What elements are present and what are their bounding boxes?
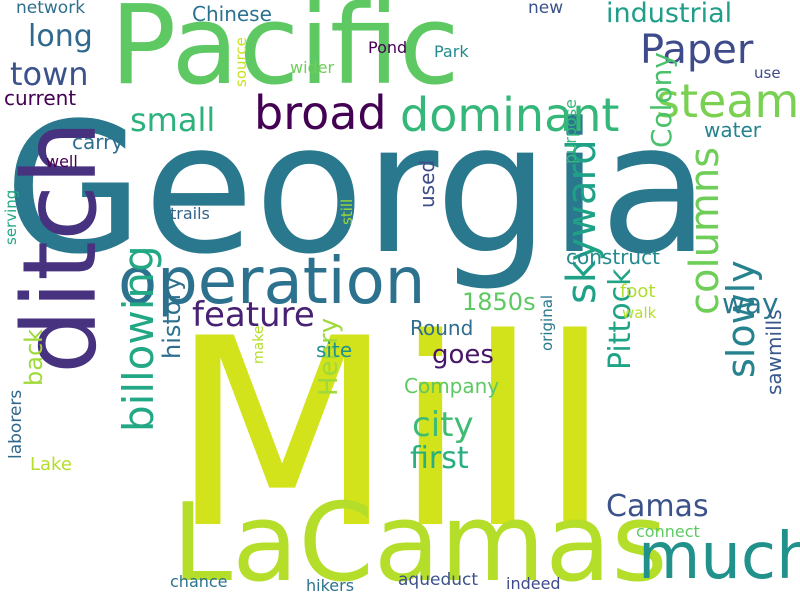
word-used: used (415, 159, 439, 208)
word-small: small (130, 101, 216, 139)
word-aqueduct: aqueduct (398, 570, 479, 590)
word-source: source (232, 37, 250, 87)
word-feature: feature (192, 295, 315, 335)
word-much: much (638, 520, 800, 594)
word-lake: Lake (30, 454, 72, 475)
word-round: Round (410, 316, 474, 340)
word-paper: Paper (640, 27, 754, 73)
word-indeed: indeed (506, 574, 561, 593)
word-park: Park (434, 42, 469, 61)
word-way: way (722, 287, 779, 320)
word-connect: connect (636, 522, 700, 541)
word-current: current (4, 86, 77, 110)
word-town: town (10, 55, 89, 93)
word-chinese: Chinese (192, 2, 272, 26)
word-back: back (20, 328, 48, 386)
word-walk: walk (622, 304, 657, 322)
word-georgia: Georgia (4, 85, 710, 294)
word-pacific: Pacific (110, 0, 460, 109)
word-wider: wider (290, 58, 335, 77)
word-steam: steam (656, 74, 800, 128)
word-dominant: dominant (400, 88, 620, 142)
word-sawmills: sawmills (762, 309, 786, 395)
word-colony: Colony (645, 52, 678, 148)
word-laborers: laborers (6, 389, 26, 459)
word-mill: Mill (170, 284, 612, 586)
word-billowing: billowing (114, 245, 163, 432)
word-foot: foot (620, 281, 656, 302)
word-company: Company (404, 374, 500, 398)
word-lacamas: LaCamas (172, 481, 668, 600)
word-site: site (316, 338, 353, 362)
word-original: original (538, 294, 556, 351)
word-1850s: 1850s (462, 288, 536, 316)
word-chance: chance (170, 572, 228, 591)
word-long: long (28, 19, 93, 54)
word-goes: goes (432, 340, 494, 370)
word-broad: broad (254, 86, 387, 140)
word-city: city (412, 405, 474, 445)
word-first: first (410, 441, 469, 476)
word-new: new (528, 0, 564, 18)
word-skyward: skyward (559, 139, 605, 304)
word-industrial: industrial (606, 0, 733, 29)
word-still: still (338, 198, 356, 225)
word-hikers: hikers (306, 576, 355, 595)
word-make: make (251, 325, 267, 364)
word-use: use (754, 64, 781, 82)
word-network: network (16, 0, 86, 18)
word-pond: Pond (368, 38, 408, 57)
word-serving: serving (2, 189, 20, 245)
word-camas: Camas (606, 489, 709, 524)
word-operation: operation (118, 245, 426, 319)
word-well: well (46, 152, 78, 171)
word-carry: carry (72, 130, 124, 154)
word-trails: trails (170, 204, 210, 223)
word-history: history (158, 276, 186, 359)
word-water: water (704, 118, 761, 142)
word-purpose: purpose (561, 99, 580, 164)
word-construct: construct (566, 245, 660, 269)
